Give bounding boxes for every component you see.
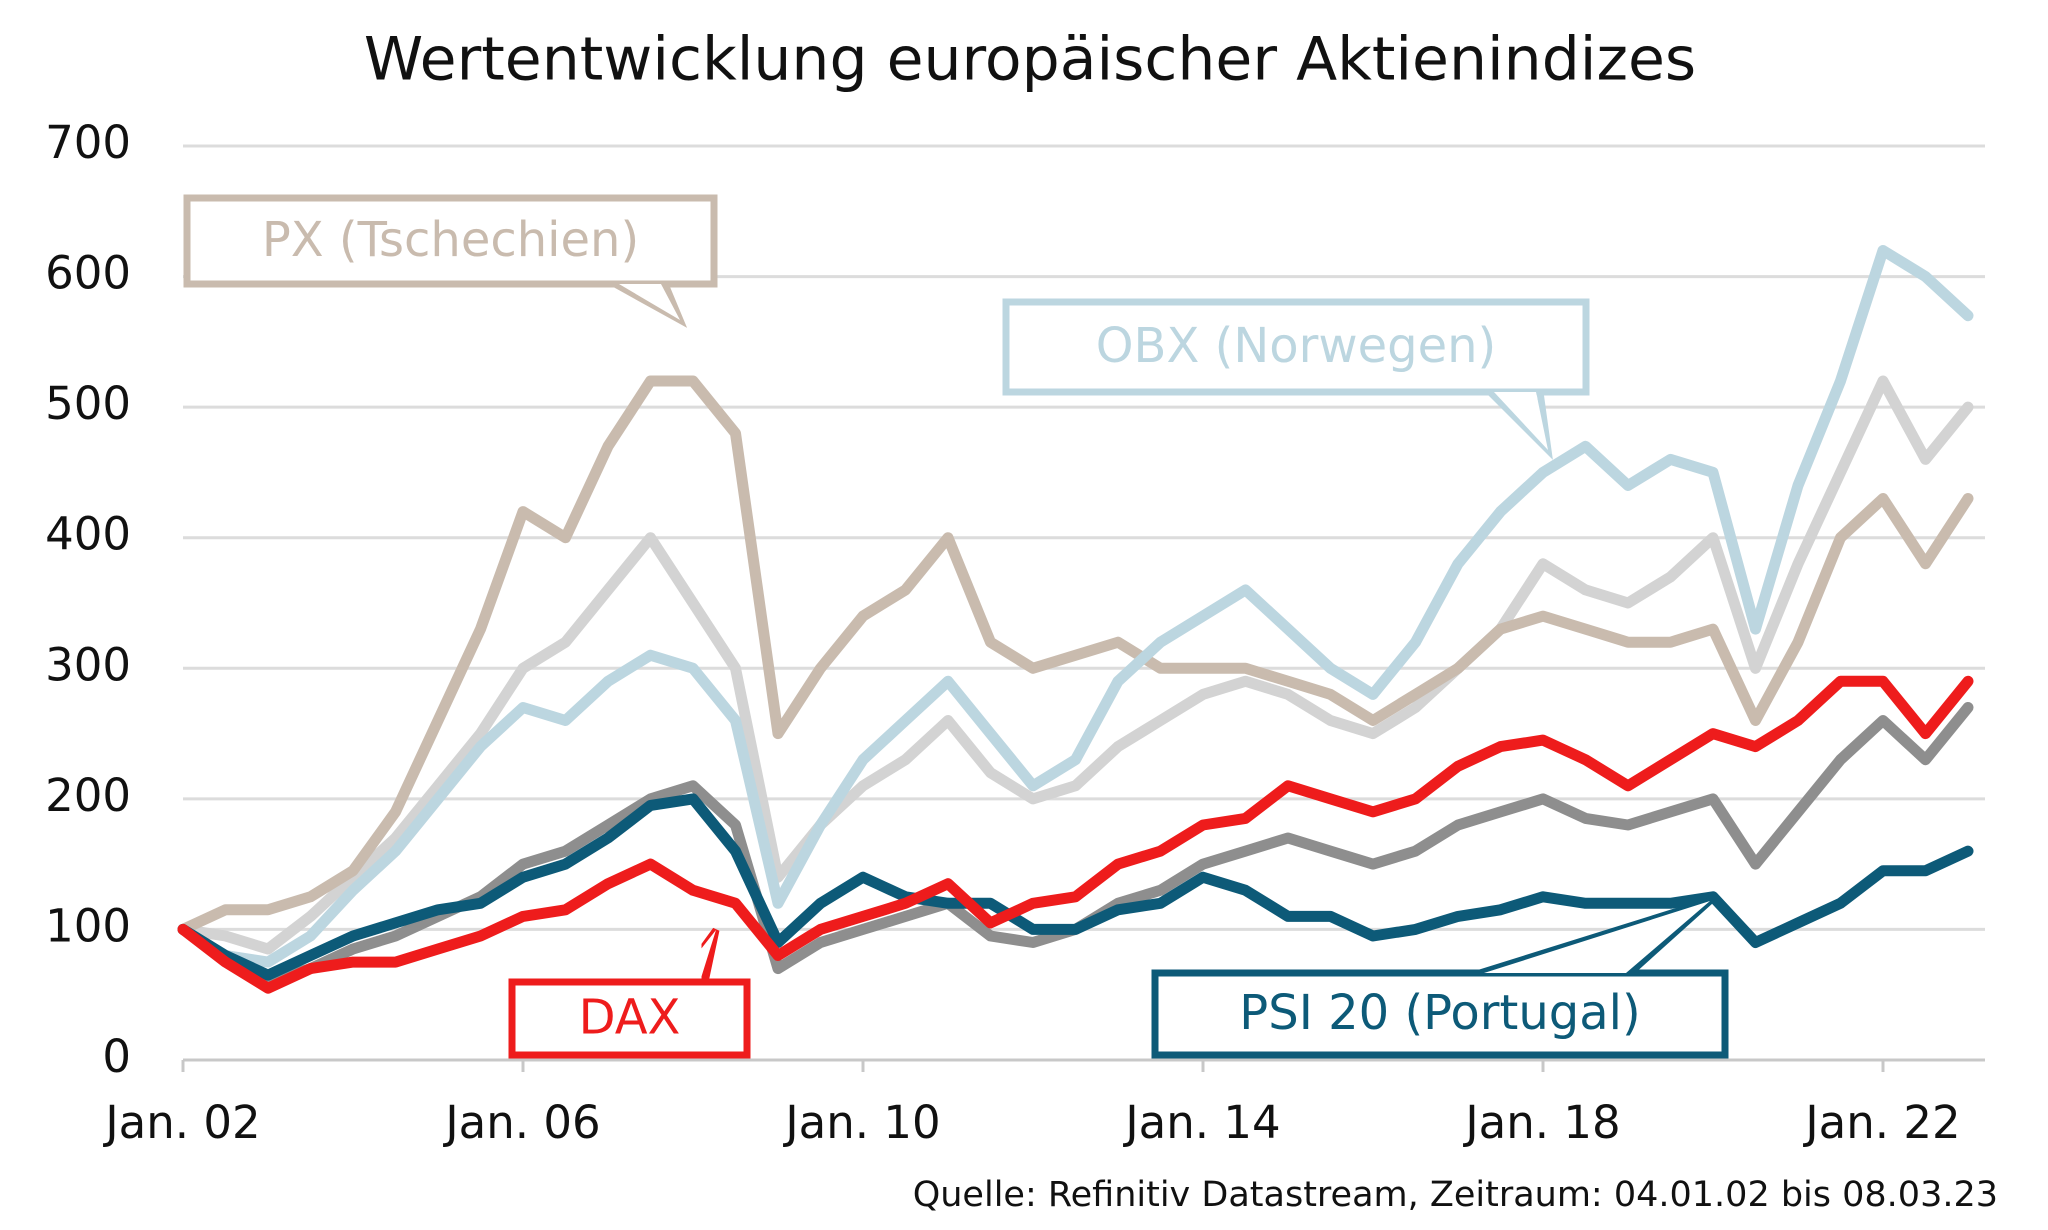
y-tick-label: 200	[45, 769, 131, 822]
x-tick-label: Jan. 22	[1802, 1096, 1960, 1149]
callout-joint	[701, 930, 716, 978]
y-tick-label: 500	[45, 377, 131, 430]
y-tick-label: 600	[45, 247, 131, 300]
legend-label: PX (Tschechien)	[262, 212, 639, 268]
callout-joint	[619, 284, 680, 320]
callout-box	[1002, 298, 1590, 396]
legend-label: OBX (Norwegen)	[1096, 318, 1497, 374]
x-tick-label: Jan. 14	[1122, 1096, 1280, 1149]
legend-label: PSI 20 (Portugal)	[1239, 985, 1640, 1041]
x-tick-label: Jan. 02	[102, 1096, 260, 1149]
series-line	[177, 675, 1974, 994]
y-tick-label: 400	[45, 508, 131, 561]
x-tick-label: Jan. 18	[1462, 1096, 1620, 1149]
callout-joint	[1484, 901, 1710, 973]
x-tick-label: Jan. 06	[442, 1096, 600, 1149]
y-tick-label: 0	[102, 1030, 131, 1083]
y-tick-label: 700	[45, 116, 131, 169]
callout-box	[183, 194, 718, 288]
x-tick-label: Jan. 10	[782, 1096, 940, 1149]
y-tick-label: 100	[45, 899, 131, 952]
legend-label: DAX	[579, 990, 681, 1046]
y-tick-label: 300	[45, 638, 131, 691]
series-line	[177, 375, 1974, 935]
series-line	[177, 245, 1974, 968]
callout-box	[508, 978, 751, 1059]
callout-box	[1151, 969, 1729, 1059]
series-line	[177, 375, 1974, 955]
callout-joint	[1494, 392, 1548, 450]
chart-title: Wertentwicklung europäischer Aktienindiz…	[364, 25, 1696, 95]
series-line	[177, 793, 1974, 981]
source-note: Quelle: Refinitiv Datastream, Zeitraum: …	[913, 1175, 1998, 1215]
